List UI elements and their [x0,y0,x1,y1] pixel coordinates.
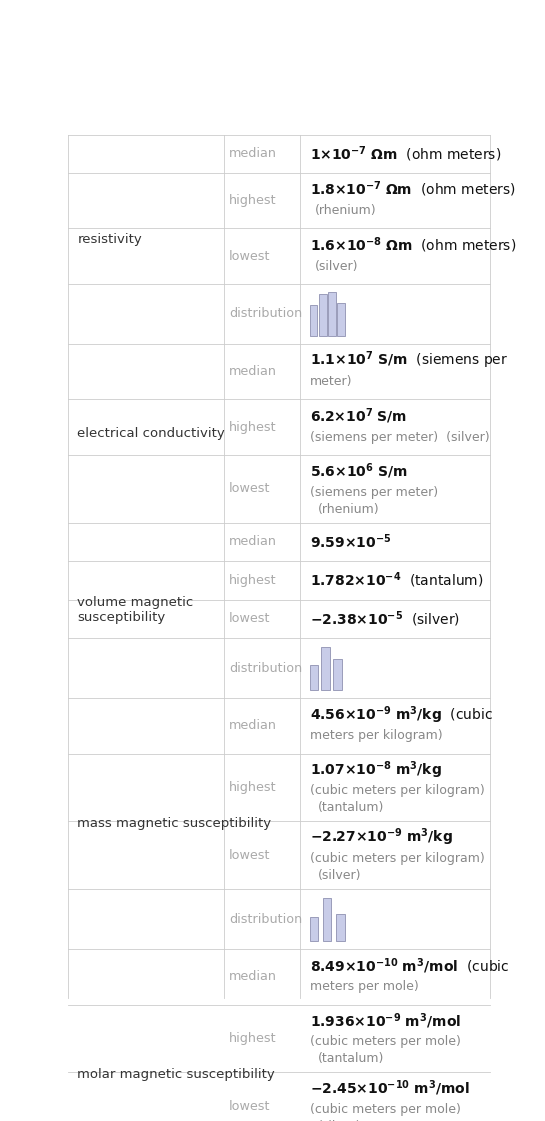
Text: (rhenium): (rhenium) [318,502,379,516]
Bar [310,305,318,335]
Bar [310,917,318,941]
Text: highest: highest [229,194,277,207]
Bar [322,647,330,689]
Text: $\mathbf{-2.45{\times}10^{-10}\ m^3/mol}$: $\mathbf{-2.45{\times}10^{-10}\ m^3/mol}… [310,1078,470,1099]
Bar [337,303,345,335]
Text: $\mathbf{1.782{\times}10^{-4}}$  (tantalum): $\mathbf{1.782{\times}10^{-4}}$ (tantalu… [310,571,483,590]
Text: (rhenium): (rhenium) [314,204,376,217]
Text: resistivity: resistivity [77,233,142,245]
Text: highest: highest [229,1032,277,1045]
Text: lowest: lowest [229,250,270,262]
Text: $\mathbf{9.59{\times}10^{-5}}$: $\mathbf{9.59{\times}10^{-5}}$ [310,532,391,552]
Bar [336,914,344,941]
Text: $\mathbf{1.07{\times}10^{-8}\ m^3/kg}$: $\mathbf{1.07{\times}10^{-8}\ m^3/kg}$ [310,759,441,780]
Text: distribution: distribution [229,307,302,321]
Text: $\mathbf{4.56{\times}10^{-9}\ m^3/kg}$  (cubic: $\mathbf{4.56{\times}10^{-9}\ m^3/kg}$ (… [310,704,493,725]
Text: mass magnetic susceptibility: mass magnetic susceptibility [77,817,271,831]
Text: median: median [229,365,277,378]
Text: median: median [229,536,277,548]
Text: (cubic meters per mole): (cubic meters per mole) [310,1036,461,1048]
Text: $\mathbf{1.8{\times}10^{-7}\ \Omega m}$  (ohm meters): $\mathbf{1.8{\times}10^{-7}\ \Omega m}$ … [310,179,516,200]
Bar [310,665,318,689]
Text: median: median [229,147,277,160]
Bar [319,295,326,335]
Text: $\mathbf{8.49{\times}10^{-10}\ m^3/mol}$  (cubic: $\mathbf{8.49{\times}10^{-10}\ m^3/mol}$… [310,956,509,975]
Text: (cubic meters per mole): (cubic meters per mole) [310,1103,461,1117]
Text: highest: highest [229,781,277,794]
Text: volume magnetic
susceptibility: volume magnetic susceptibility [77,596,193,624]
Text: molar magnetic susceptibility: molar magnetic susceptibility [77,1068,275,1081]
Text: $\mathbf{1.6{\times}10^{-8}\ \Omega m}$  (ohm meters): $\mathbf{1.6{\times}10^{-8}\ \Omega m}$ … [310,235,516,254]
Text: median: median [229,971,277,983]
Text: highest: highest [229,574,277,587]
Bar [328,293,336,335]
Text: lowest: lowest [229,482,270,495]
Text: distribution: distribution [229,912,302,926]
Text: (cubic meters per kilogram): (cubic meters per kilogram) [310,785,485,797]
Text: $\mathbf{-2.38{\times}10^{-5}}$  (silver): $\mathbf{-2.38{\times}10^{-5}}$ (silver) [310,609,460,629]
Bar [323,898,331,941]
Text: meters per mole): meters per mole) [310,981,419,993]
Bar [333,659,342,689]
Text: meter): meter) [310,376,352,388]
Text: median: median [229,720,277,732]
Text: (tantalum): (tantalum) [318,1053,384,1065]
Text: lowest: lowest [229,849,270,862]
Text: (silver): (silver) [314,260,358,272]
Text: lowest: lowest [229,612,270,626]
Text: $\mathbf{-2.27{\times}10^{-9}\ m^3/kg}$: $\mathbf{-2.27{\times}10^{-9}\ m^3/kg}$ [310,827,453,849]
Text: $\mathbf{5.6{\times}10^{6}\ S/m}$: $\mathbf{5.6{\times}10^{6}\ S/m}$ [310,462,407,481]
Text: distribution: distribution [229,661,302,675]
Text: (tantalum): (tantalum) [318,802,384,814]
Text: (siemens per meter)  (silver): (siemens per meter) (silver) [310,430,489,444]
Text: $\mathbf{1.936{\times}10^{-9}\ m^3/mol}$: $\mathbf{1.936{\times}10^{-9}\ m^3/mol}$ [310,1011,461,1030]
Text: meters per kilogram): meters per kilogram) [310,730,443,742]
Text: $\mathbf{6.2{\times}10^{7}\ S/m}$: $\mathbf{6.2{\times}10^{7}\ S/m}$ [310,406,407,426]
Text: electrical conductivity: electrical conductivity [77,427,225,439]
Text: (silver): (silver) [318,869,361,882]
Text: (siemens per meter): (siemens per meter) [310,485,438,499]
Text: $\mathbf{1.1{\times}10^{7}\ S/m}$  (siemens per: $\mathbf{1.1{\times}10^{7}\ S/m}$ (sieme… [310,350,508,371]
Text: $\mathbf{1{\times}10^{-7}\ \Omega m}$  (ohm meters): $\mathbf{1{\times}10^{-7}\ \Omega m}$ (o… [310,143,501,164]
Text: (cubic meters per kilogram): (cubic meters per kilogram) [310,852,485,865]
Text: lowest: lowest [229,1100,270,1113]
Text: highest: highest [229,420,277,434]
